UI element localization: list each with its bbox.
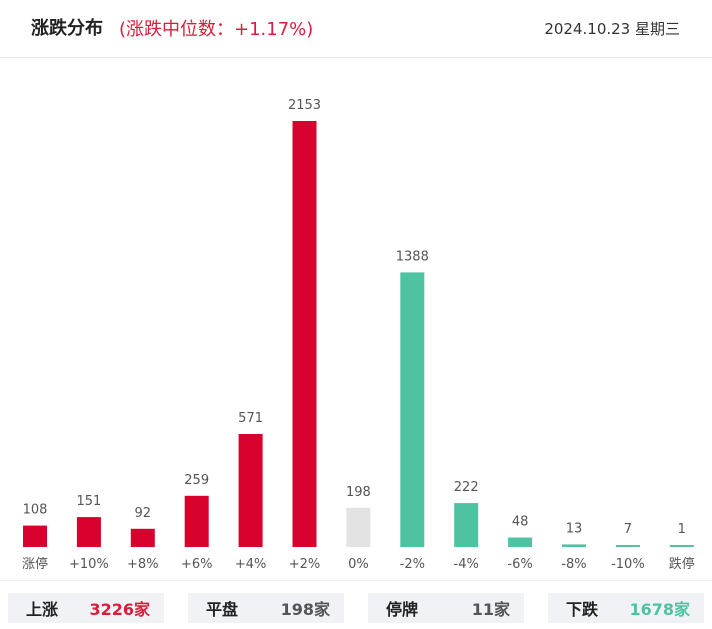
median-change-label: (涨跌中位数：+1.17%) (119, 19, 314, 40)
data-label: 222 (454, 480, 479, 495)
x-tick-label: +10% (69, 557, 109, 572)
bar (238, 434, 263, 547)
chart-header: 涨跌分布 (涨跌中位数：+1.17%) 2024.10.23 星期三 (0, 0, 712, 58)
bar (23, 525, 47, 547)
summary-up: 上涨 3226家 (8, 593, 164, 623)
x-tick-label: 跌停 (669, 556, 695, 572)
x-tick-label: +4% (235, 557, 267, 572)
chart-title: 涨跌分布 (31, 18, 103, 39)
bar (615, 545, 640, 547)
distribution-bar-chart: 108 涨停 151 +10% 92 +8% 259 +6% 571 +4% 2153 +2% 198 0… (22, 98, 695, 572)
data-label: 13 (566, 521, 583, 536)
bar (508, 537, 533, 547)
bar (346, 507, 371, 547)
bar (130, 528, 155, 547)
summary-suspended-value: 11家 (471, 600, 510, 619)
data-label: 48 (512, 515, 529, 530)
bar (669, 545, 694, 547)
summary-suspended: 停牌 11家 (368, 593, 524, 623)
x-tick-label: +6% (181, 557, 213, 572)
summary-suspended-label: 停牌 (386, 600, 419, 619)
bar (454, 503, 479, 547)
data-label: 198 (346, 485, 371, 500)
bar (184, 495, 209, 547)
x-tick-label: -8% (561, 557, 586, 572)
data-label: 1388 (396, 249, 429, 264)
date-label: 2024.10.23 星期三 (544, 20, 680, 38)
data-label: 7 (624, 522, 632, 537)
data-label: 151 (76, 494, 101, 509)
x-tick-label: 0% (348, 557, 369, 572)
summary-down: 下跌 1678家 (548, 593, 704, 623)
summary-flat-label: 平盘 (206, 600, 239, 619)
data-label: 1 (678, 522, 686, 537)
summary-flat-value: 198家 (280, 600, 330, 619)
data-label: 2153 (288, 98, 321, 113)
summary-down-label: 下跌 (566, 600, 599, 619)
x-tick-label: 涨停 (22, 556, 48, 572)
data-label: 108 (23, 503, 48, 518)
data-label: 92 (135, 506, 152, 521)
summary-up-label: 上涨 (26, 600, 59, 619)
data-label: 259 (184, 473, 209, 488)
summary-down-value: 1678家 (629, 600, 690, 619)
x-tick-label: +8% (127, 557, 159, 572)
x-tick-label: -10% (611, 557, 645, 572)
summary-flat: 平盘 198家 (188, 593, 344, 623)
bar (400, 272, 425, 547)
summary-up-value: 3226家 (89, 600, 150, 619)
summary-bar: 上涨 3226家 平盘 198家 停牌 11家 下跌 1678家 (0, 580, 712, 629)
bar (562, 544, 586, 547)
bar (76, 517, 101, 547)
x-tick-label: -6% (507, 557, 532, 572)
x-tick-label: +2% (289, 557, 321, 572)
x-tick-label: -2% (400, 557, 425, 572)
x-tick-label: -4% (454, 557, 479, 572)
data-label: 571 (238, 411, 263, 426)
bar (292, 121, 317, 547)
